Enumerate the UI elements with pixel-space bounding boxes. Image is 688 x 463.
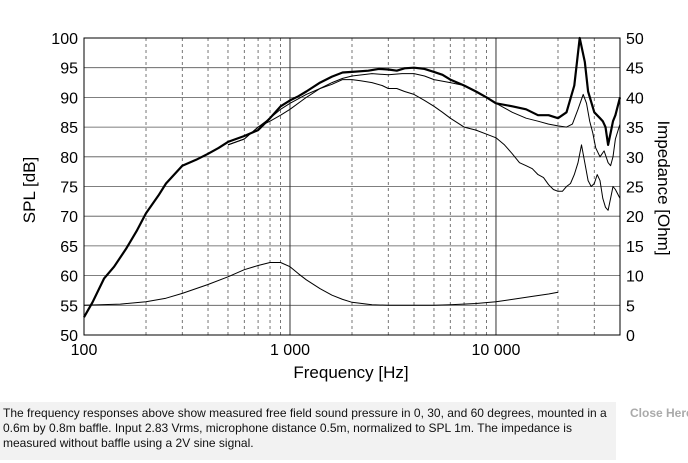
y-tick-label-left: 50 bbox=[60, 328, 78, 345]
x-tick-label: 1 000 bbox=[270, 342, 310, 359]
y-tick-label-left: 60 bbox=[60, 269, 78, 286]
y-tick-label-left: 80 bbox=[60, 150, 78, 167]
y-tick-label-right: 20 bbox=[626, 209, 644, 226]
y-tick-label-right: 25 bbox=[626, 180, 644, 197]
series-line-1 bbox=[83, 36, 622, 318]
y-tick-label-right: 45 bbox=[626, 61, 644, 78]
y-tick-label-right: 5 bbox=[626, 298, 635, 315]
y-axis-label-right: Impedance [Ohm] bbox=[654, 120, 673, 256]
y-tick-label-right: 40 bbox=[626, 90, 644, 107]
frequency-response-chart: 50 55 60 65 70 75 80 85 90 95 100 0 5 10 15 20 25 30 35 40 4… bbox=[51, 31, 644, 359]
y-axis-label-left: SPL [dB] bbox=[20, 156, 39, 224]
x-tick-label: 100 bbox=[71, 342, 98, 359]
y-tick-label-left: 70 bbox=[60, 209, 78, 226]
data-series bbox=[83, 36, 622, 318]
y-tick-label-right: 15 bbox=[626, 239, 644, 256]
y-tick-label-right: 0 bbox=[626, 328, 635, 345]
chart-caption: The frequency responses above show measu… bbox=[3, 406, 607, 450]
y-tick-label-left: 75 bbox=[60, 180, 78, 197]
y-tick-label-left: 90 bbox=[60, 90, 78, 107]
y-tick-label-right: 35 bbox=[626, 120, 644, 137]
caption-panel bbox=[0, 402, 616, 460]
y-tick-label-left: 85 bbox=[60, 120, 78, 137]
series-line-4 bbox=[83, 262, 559, 306]
y-tick-label-left: 95 bbox=[60, 61, 78, 78]
series-line-3 bbox=[227, 79, 621, 211]
y-tick-label-left: 100 bbox=[51, 31, 78, 48]
series-line-2 bbox=[227, 73, 621, 167]
y-tick-label-right: 30 bbox=[626, 150, 644, 167]
close-link[interactable]: Close Here bbox=[630, 406, 688, 420]
y-tick-label-left: 65 bbox=[60, 239, 78, 256]
y-tick-label-right: 50 bbox=[626, 31, 644, 48]
x-axis-label: Frequency [Hz] bbox=[293, 363, 409, 382]
plot-frame bbox=[83, 37, 621, 336]
x-tick-label: 10 000 bbox=[472, 342, 521, 359]
y-tick-label-left: 55 bbox=[60, 298, 78, 315]
y-tick-label-right: 10 bbox=[626, 269, 644, 286]
tick-labels: 50 55 60 65 70 75 80 85 90 95 100 0 5 10 15 20 25 30 35 40 4… bbox=[51, 31, 644, 359]
